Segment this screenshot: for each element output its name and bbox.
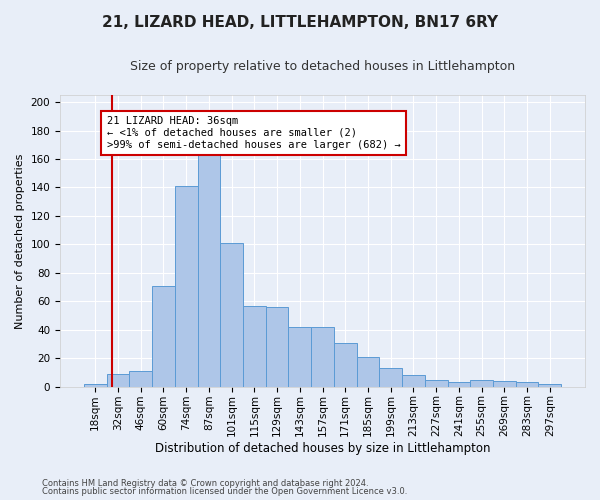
Bar <box>515 382 538 386</box>
Y-axis label: Number of detached properties: Number of detached properties <box>15 153 25 328</box>
Bar <box>289 327 311 386</box>
Bar <box>448 382 470 386</box>
Bar <box>243 306 266 386</box>
Bar <box>130 371 152 386</box>
Bar <box>470 380 493 386</box>
Bar <box>311 327 334 386</box>
Text: Contains public sector information licensed under the Open Government Licence v3: Contains public sector information licen… <box>42 487 407 496</box>
X-axis label: Distribution of detached houses by size in Littlehampton: Distribution of detached houses by size … <box>155 442 490 455</box>
Bar <box>84 384 107 386</box>
Text: 21 LIZARD HEAD: 36sqm
← <1% of detached houses are smaller (2)
>99% of semi-deta: 21 LIZARD HEAD: 36sqm ← <1% of detached … <box>107 116 400 150</box>
Bar <box>334 342 356 386</box>
Bar <box>107 374 130 386</box>
Bar <box>493 381 515 386</box>
Text: 21, LIZARD HEAD, LITTLEHAMPTON, BN17 6RY: 21, LIZARD HEAD, LITTLEHAMPTON, BN17 6RY <box>102 15 498 30</box>
Bar <box>266 307 289 386</box>
Bar <box>356 357 379 386</box>
Text: Contains HM Land Registry data © Crown copyright and database right 2024.: Contains HM Land Registry data © Crown c… <box>42 478 368 488</box>
Bar <box>379 368 402 386</box>
Bar <box>402 376 425 386</box>
Bar <box>538 384 561 386</box>
Bar <box>220 243 243 386</box>
Bar <box>197 149 220 386</box>
Bar <box>425 380 448 386</box>
Title: Size of property relative to detached houses in Littlehampton: Size of property relative to detached ho… <box>130 60 515 73</box>
Bar <box>175 186 197 386</box>
Bar <box>152 286 175 386</box>
